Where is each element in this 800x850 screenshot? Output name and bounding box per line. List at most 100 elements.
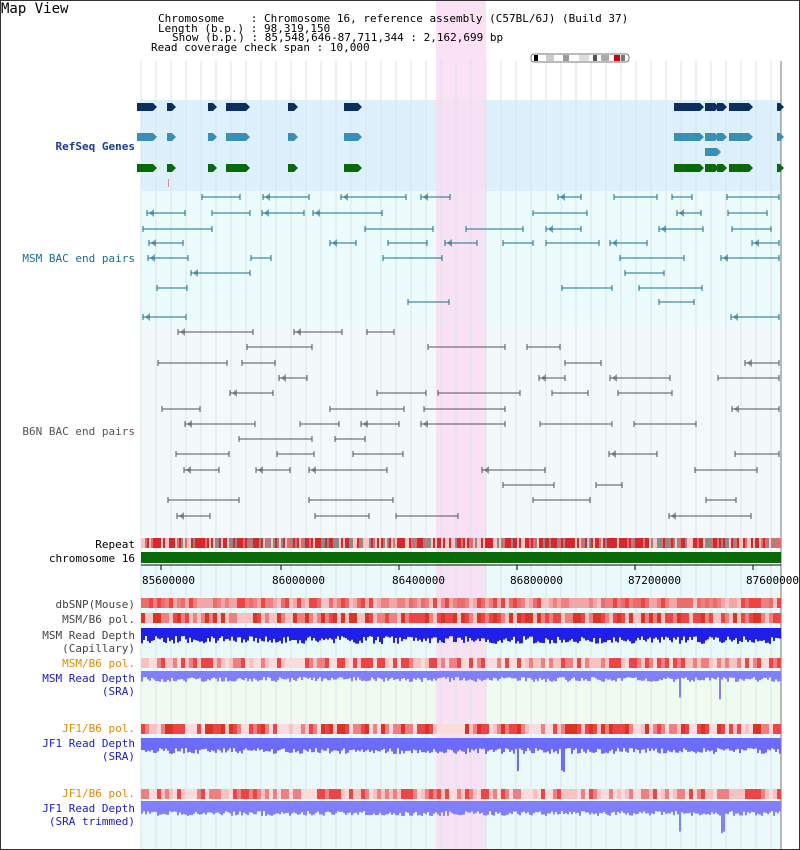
read-depth-bar [475,801,477,813]
repeat-block [621,538,623,548]
read-depth-bar [647,738,649,749]
repeat-block [413,538,415,548]
track-label-msm-depth-capillary-sub: (Capillary) [62,642,135,655]
read-depth-bar [251,671,253,682]
read-depth-bar [343,738,345,749]
repeat-block [601,538,603,548]
repeat-block [631,538,633,548]
repeat-block [161,538,163,548]
polymorphism-block [281,789,285,799]
track-label-msm-depth-sra[interactable]: MSM Read Depth [42,672,135,685]
track-label-jf1-depth-trimmed[interactable]: JF1 Read Depth [42,802,135,815]
polymorphism-block [217,724,221,734]
repeat-block [557,538,559,548]
polymorphism-block [757,789,761,799]
track-label-chromosome[interactable]: chromosome 16 [48,552,135,565]
read-depth-bar [267,738,269,752]
track-label-b6n-bac[interactable]: B6N BAC end pairs [22,425,135,438]
read-depth-bar [391,628,393,637]
read-depth-bar [189,801,191,815]
read-depth-bar [527,628,529,639]
read-depth-bar [351,738,353,750]
track-label-msm-b6-pol-1[interactable]: MSM/B6 pol. [62,613,135,626]
read-depth-bar [303,801,305,815]
ideogram-band [579,55,589,61]
polymorphism-block [461,658,465,668]
read-depth-bar [769,671,771,678]
polymorphism-block [149,789,153,799]
read-depth-bar [463,738,465,752]
polymorphism-block [401,789,405,799]
track-label-jf1-depth-sra[interactable]: JF1 Read Depth [42,737,135,750]
track-label-dbsnp[interactable]: dbSNP(Mouse) [55,598,135,611]
read-depth-bar [233,671,235,682]
read-depth-bar [553,738,555,753]
read-depth-bar [287,738,289,753]
polymorphism-block [393,789,397,799]
read-depth-bar [163,801,165,814]
polymorphism-block [385,789,389,799]
read-depth-bar [309,738,311,750]
polymorphism-block [245,598,249,608]
repeat-block [565,538,567,548]
read-depth-bar [635,801,637,815]
gene-feature [208,103,213,111]
read-depth-bar [289,628,291,641]
read-depth-bar [447,738,449,750]
repeat-block [421,538,423,548]
polymorphism-block [525,613,529,623]
read-depth-bar [189,671,191,679]
repeat-block [479,538,481,548]
polymorphism-block [189,613,193,623]
read-depth-bar [507,671,509,678]
read-depth-bar [489,738,491,750]
read-depth-bar [755,801,757,816]
read-depth-bar [445,738,447,753]
read-depth-bar [683,671,685,679]
read-depth-bar [275,671,277,682]
read-depth-bar [255,801,257,815]
read-depth-bar [697,801,699,814]
repeat-block [335,538,337,548]
read-depth-bar [603,801,605,812]
polymorphism-block [325,598,329,608]
repeat-block [629,538,631,548]
track-label-msm-depth-capillary[interactable]: MSM Read Depth [42,629,135,642]
polymorphism-block [673,613,677,623]
repeat-block [321,538,323,548]
page-title: Map View [1,1,69,17]
polymorphism-block [753,613,757,623]
track-label-repeat[interactable]: Repeat [95,538,135,551]
read-depth-bar [223,671,225,682]
read-depth-bar [545,801,547,816]
read-depth-bar [489,628,491,643]
read-depth-bar [755,671,757,680]
read-depth-bar [341,671,343,678]
repeat-block [659,538,661,548]
track-label-jf1-b6-pol-1[interactable]: JF1/B6 pol. [62,722,135,735]
read-depth-bar [707,671,709,678]
b6n-bac-arrow [611,450,616,458]
track-label-msm-bac[interactable]: MSM BAC end pairs [22,252,135,265]
repeat-block [771,538,773,548]
polymorphism-block [193,724,197,734]
read-depth-bar [159,738,161,749]
track-label-refseq[interactable]: RefSeq Genes [55,140,135,153]
polymorphism-block [429,613,433,623]
read-depth-bar [547,801,549,814]
repeat-block [757,538,759,548]
read-depth-bar [441,628,443,643]
polymorphism-block [429,789,433,799]
read-depth-bar [305,738,307,751]
track-label-jf1-b6-pol-2[interactable]: JF1/B6 pol. [62,787,135,800]
polymorphism-block [453,724,457,734]
polymorphism-block [417,598,421,608]
track-label-msm-b6-pol-2[interactable]: MSM/B6 pol. [62,657,135,670]
polymorphism-block [765,598,769,608]
polymorphism-block [145,613,149,623]
polymorphism-block [477,613,481,623]
read-depth-bar [199,628,201,642]
polymorphism-block [737,613,741,623]
read-depth-bar [437,628,439,643]
